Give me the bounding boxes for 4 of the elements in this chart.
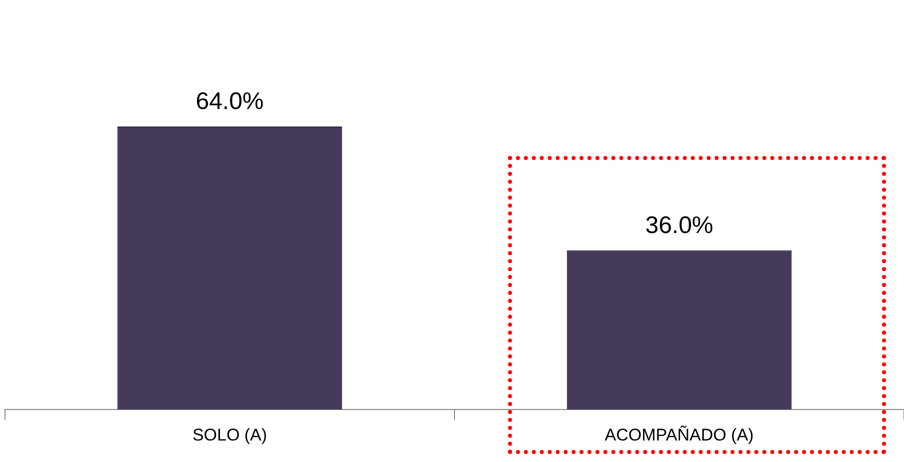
data-label: 64.0% [196,88,264,116]
x-tick-label: SOLO (A) [192,425,268,444]
x-tick-label: ACOMPAÑADO (A) [604,425,754,444]
data-label: 36.0% [645,212,714,239]
